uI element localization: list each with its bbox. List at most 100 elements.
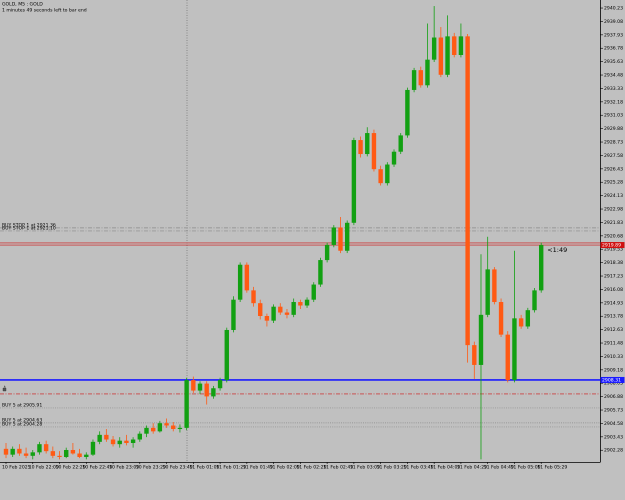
- candle-body: [244, 264, 250, 291]
- chart-subtitle: 1 minutes 49 seconds left to bar end: [2, 8, 87, 14]
- y-tick-label: 2921.83: [604, 220, 623, 226]
- candle-body: [472, 345, 477, 365]
- candle-body: [525, 310, 531, 327]
- candle-body: [318, 260, 323, 285]
- candle-body: [130, 439, 136, 444]
- x-tick-label: 11 Feb 01:29: [216, 465, 246, 471]
- bid-price-label: 2919.89: [602, 243, 621, 249]
- candle-body: [385, 164, 390, 184]
- candle-body: [171, 425, 176, 430]
- candle-body: [90, 441, 96, 455]
- candle-body: [351, 140, 357, 223]
- candle-body: [371, 133, 377, 170]
- x-tick-label: 11 Feb 05:09: [510, 465, 540, 471]
- candle-body: [117, 440, 122, 445]
- candle-body: [291, 302, 296, 315]
- candle-body: [197, 383, 203, 391]
- y-tick-label: 2927.58: [604, 153, 623, 159]
- countdown: <1:49: [547, 246, 567, 254]
- candle-body: [271, 306, 276, 321]
- y-tick-label: 2922.98: [604, 207, 623, 213]
- candle-body: [110, 439, 116, 445]
- level-label: BUY 5 at 2905.91: [2, 402, 42, 408]
- candle-body: [532, 290, 537, 311]
- x-tick-label: 11 Feb 01:49: [243, 465, 273, 471]
- candle-body: [224, 329, 229, 381]
- x-tick-label: 11 Feb 03:09: [350, 465, 380, 471]
- candle-body: [344, 222, 350, 251]
- candle-body: [512, 318, 517, 381]
- x-tick-label: 10 Feb 22:29: [56, 465, 86, 471]
- candle-body: [452, 36, 457, 55]
- candle-body: [23, 453, 29, 456]
- y-tick-label: 2929.88: [604, 126, 623, 132]
- x-tick-label: 10 Feb 22:09: [29, 465, 59, 471]
- y-tick-label: 2926.43: [604, 166, 623, 172]
- y-tick-label: 2936.78: [604, 46, 623, 52]
- candle-body: [465, 36, 470, 346]
- candle-body: [398, 135, 403, 152]
- x-tick-label: 11 Feb 05:29: [537, 465, 567, 471]
- candle-body: [251, 290, 256, 304]
- candle-body: [211, 388, 216, 397]
- candle-body: [298, 302, 303, 306]
- candle-body: [264, 316, 270, 321]
- level-price-label: 2908.31: [602, 377, 621, 383]
- candle-body: [43, 444, 49, 452]
- level-label: BUY STOP 1 at 2921.10: [2, 225, 56, 231]
- y-tick-label: 2932.18: [604, 99, 623, 105]
- candle-body: [3, 448, 9, 455]
- y-tick-label: 2924.13: [604, 193, 623, 199]
- y-tick-label: 2911.48: [604, 341, 623, 347]
- candle-body: [144, 427, 149, 434]
- x-tick-label: 11 Feb 02:09: [270, 465, 300, 471]
- y-tick-label: 2916.08: [604, 287, 623, 293]
- candle-body: [231, 299, 236, 330]
- candle-body: [184, 380, 189, 428]
- candle-body: [278, 306, 283, 313]
- candle-body: [378, 169, 383, 184]
- candle-body: [70, 449, 76, 454]
- candle-body: [97, 434, 102, 442]
- candle-body: [498, 302, 504, 335]
- candle-body: [17, 448, 22, 454]
- candle-body: [358, 140, 363, 155]
- y-tick-label: 2913.78: [604, 314, 623, 320]
- candle-body: [237, 264, 243, 300]
- candle-body: [438, 37, 444, 75]
- y-tick-label: 2935.63: [604, 59, 623, 65]
- level-label: BUY 5 at 2904.28: [2, 421, 42, 427]
- y-tick-label: 2931.03: [604, 113, 623, 119]
- candle-body: [411, 70, 417, 90]
- candle-body: [539, 245, 544, 291]
- candle-body: [365, 133, 370, 155]
- candle-body: [505, 334, 510, 381]
- candle-body: [458, 36, 464, 55]
- y-tick-label: 2906.88: [604, 394, 623, 400]
- level-label: BUY STOP 1 at 2921.36: [2, 222, 56, 228]
- candle-body: [304, 299, 310, 306]
- y-tick-label: 2918.38: [604, 260, 623, 266]
- candle-body: [331, 227, 337, 245]
- candle-body: [124, 440, 129, 444]
- candle-body: [445, 36, 450, 75]
- x-tick-label: 11 Feb 04:09: [430, 465, 460, 471]
- candle-body: [311, 284, 316, 300]
- candle-body: [37, 444, 42, 453]
- chart-title: GOLD, M5 : GOLD: [2, 2, 43, 8]
- candle-body: [418, 70, 423, 86]
- candle-body: [518, 318, 524, 327]
- candle-body: [177, 427, 183, 430]
- x-tick-label: 10 Feb 2025: [2, 465, 31, 471]
- x-tick-label: 11 Feb 04:29: [457, 465, 487, 471]
- candle-body: [150, 427, 156, 432]
- x-tick-label: 11 Feb 04:49: [484, 465, 514, 471]
- x-tick-label: 10 Feb 23:49: [163, 465, 193, 471]
- candle-body: [485, 269, 490, 315]
- candle-body: [324, 244, 330, 261]
- candle-body: [204, 383, 209, 397]
- x-tick-label: 11 Feb 03:49: [403, 465, 433, 471]
- bid-price-box: [600, 242, 625, 249]
